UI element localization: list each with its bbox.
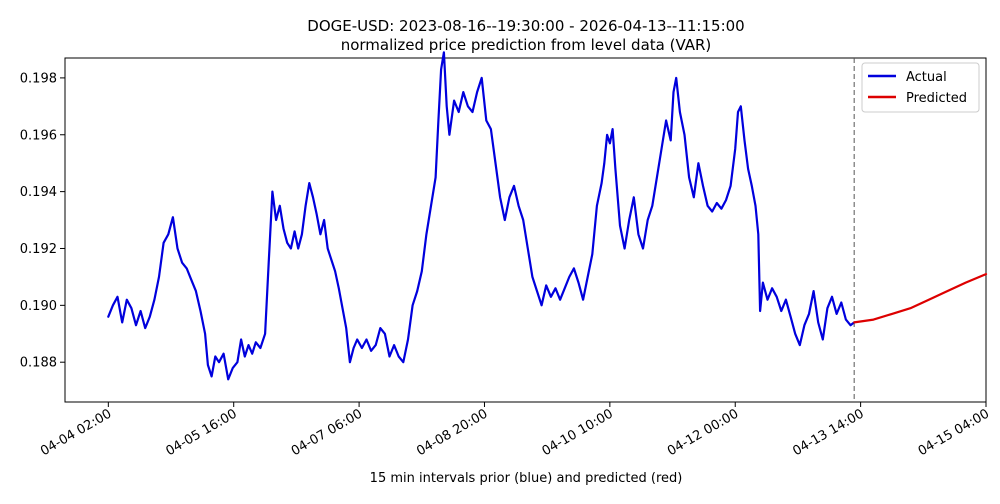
series-layer (107, 51, 988, 381)
chart-subtitle: normalized price prediction from level d… (341, 36, 712, 54)
x-tick-label: 04-15 04:00 (916, 406, 992, 459)
y-tick-label: 0.194 (20, 185, 57, 200)
y-tick-label: 0.188 (20, 356, 57, 371)
y-tick-label: 0.198 (20, 71, 57, 86)
y-tick-label: 0.196 (20, 128, 57, 143)
x-tick-label: 04-07 06:00 (289, 406, 365, 459)
x-tick-label: 04-13 14:00 (790, 406, 866, 459)
series-line-predicted (853, 273, 988, 324)
y-tick-label: 0.190 (20, 299, 57, 314)
x-tick-label: 04-05 16:00 (163, 406, 239, 459)
x-axis-label: 15 min intervals prior (blue) and predic… (370, 471, 683, 486)
legend-label-predicted: Predicted (906, 91, 967, 106)
x-tick-label: 04-04 02:00 (38, 406, 114, 459)
x-tick-label: 04-10 10:00 (540, 406, 616, 459)
plot-frame (64, 57, 987, 403)
y-tick-label: 0.192 (20, 242, 57, 257)
legend: Actual Predicted (861, 62, 980, 113)
chart-title: DOGE-USD: 2023-08-16--19:30:00 - 2026-04… (307, 17, 744, 35)
x-tick-label: 04-12 00:00 (665, 406, 741, 459)
x-axis: 04-04 02:00 04-05 16:00 04-07 06:00 04-08 2… (38, 402, 992, 459)
y-axis: 0.188 0.190 0.192 0.194 0.196 0.198 (20, 71, 65, 371)
series-line-actual (107, 51, 856, 381)
x-tick-label: 04-08 20:00 (414, 406, 490, 459)
legend-label-actual: Actual (906, 70, 947, 85)
